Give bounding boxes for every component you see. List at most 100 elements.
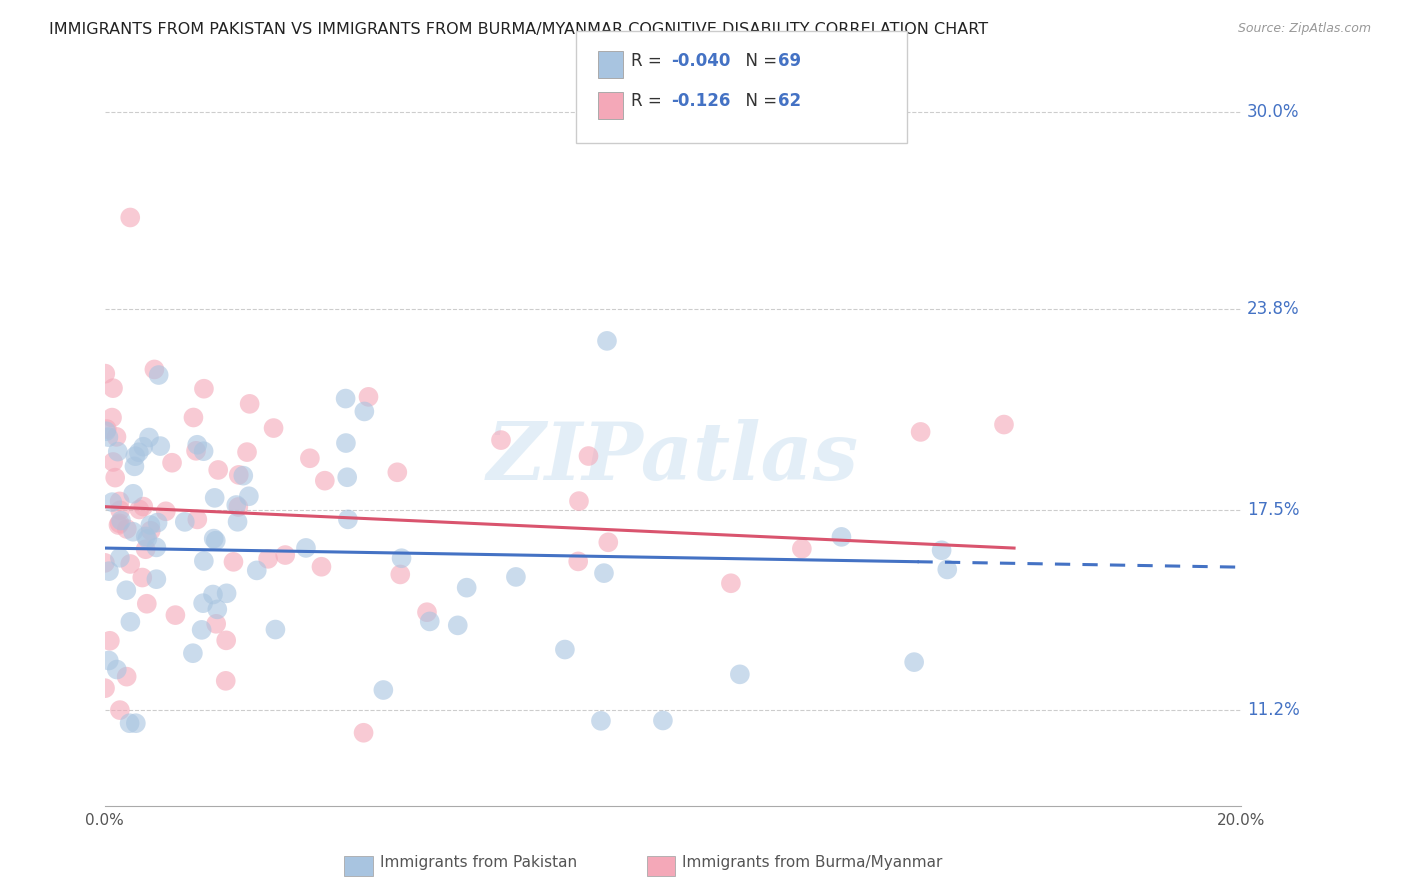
Point <box>391 551 413 566</box>
Point <box>135 529 157 543</box>
Text: 17.5%: 17.5% <box>1247 501 1299 519</box>
Point <box>215 586 238 600</box>
Text: 23.8%: 23.8% <box>1247 301 1299 318</box>
Point <box>181 646 204 660</box>
Text: N =: N = <box>735 92 783 110</box>
Point <box>94 367 117 381</box>
Point <box>128 445 150 459</box>
Point <box>108 703 131 717</box>
Point <box>184 443 207 458</box>
Point <box>94 556 117 570</box>
Point <box>186 438 208 452</box>
Point <box>128 502 150 516</box>
Point <box>215 633 238 648</box>
Point <box>173 515 195 529</box>
Point <box>205 616 228 631</box>
Point <box>105 430 128 444</box>
Point <box>108 494 131 508</box>
Point <box>124 459 146 474</box>
Point <box>204 533 226 548</box>
Point <box>335 392 357 406</box>
Text: IMMIGRANTS FROM PAKISTAN VS IMMIGRANTS FROM BURMA/MYANMAR COGNITIVE DISABILITY C: IMMIGRANTS FROM PAKISTAN VS IMMIGRANTS F… <box>49 22 988 37</box>
Point <box>239 397 262 411</box>
Point <box>98 564 121 578</box>
Point <box>201 588 224 602</box>
Point <box>94 681 117 696</box>
Point <box>139 518 162 533</box>
Text: -0.126: -0.126 <box>671 92 730 110</box>
Point <box>155 504 177 518</box>
Point <box>107 444 129 458</box>
Point <box>104 470 127 484</box>
Point <box>416 605 439 619</box>
Point <box>110 514 132 528</box>
Point <box>336 470 359 484</box>
Point <box>193 382 215 396</box>
Point <box>108 516 131 531</box>
Point <box>115 522 138 536</box>
Point <box>447 618 470 632</box>
Point <box>353 404 375 418</box>
Point <box>226 515 249 529</box>
Text: -0.040: -0.040 <box>671 52 730 70</box>
Point <box>191 596 214 610</box>
Point <box>160 456 183 470</box>
Point <box>146 516 169 530</box>
Point <box>139 524 162 538</box>
Text: Immigrants from Pakistan: Immigrants from Pakistan <box>380 855 576 870</box>
Point <box>236 445 259 459</box>
Point <box>830 530 852 544</box>
Point <box>568 494 591 508</box>
Point <box>720 576 742 591</box>
Point <box>357 390 380 404</box>
Point <box>505 570 527 584</box>
Point <box>186 512 208 526</box>
Point <box>232 468 254 483</box>
Point <box>148 368 170 382</box>
Text: 69: 69 <box>778 52 800 70</box>
Point <box>222 555 245 569</box>
Point <box>419 615 441 629</box>
Point <box>124 449 146 463</box>
Point <box>257 551 280 566</box>
Text: R =: R = <box>631 52 668 70</box>
Point <box>567 554 589 568</box>
Point <box>790 541 813 556</box>
Point <box>598 535 620 549</box>
Point <box>118 716 141 731</box>
Point <box>145 572 167 586</box>
Point <box>120 615 142 629</box>
Point <box>115 670 138 684</box>
Point <box>135 542 157 557</box>
Point <box>193 554 215 568</box>
Point <box>589 714 612 728</box>
Point <box>190 623 212 637</box>
Point <box>931 543 953 558</box>
Point <box>373 683 395 698</box>
Point <box>101 381 124 395</box>
Text: Immigrants from Burma/Myanmar: Immigrants from Burma/Myanmar <box>682 855 942 870</box>
Point <box>903 655 925 669</box>
Point <box>993 417 1015 432</box>
Point <box>96 422 118 436</box>
Point <box>165 608 187 623</box>
Point <box>263 421 285 435</box>
Point <box>149 439 172 453</box>
Text: 30.0%: 30.0% <box>1247 103 1299 120</box>
Point <box>193 444 215 458</box>
Point <box>936 562 959 576</box>
Point <box>389 567 412 582</box>
Point <box>94 424 117 438</box>
Point <box>136 532 159 546</box>
Point <box>101 410 124 425</box>
Point <box>314 474 336 488</box>
Point <box>98 633 121 648</box>
Point <box>122 487 145 501</box>
Point <box>108 550 131 565</box>
Point <box>145 541 167 555</box>
Point <box>264 623 287 637</box>
Point <box>120 557 142 571</box>
Point <box>97 653 120 667</box>
Text: N =: N = <box>735 52 783 70</box>
Point <box>108 503 131 517</box>
